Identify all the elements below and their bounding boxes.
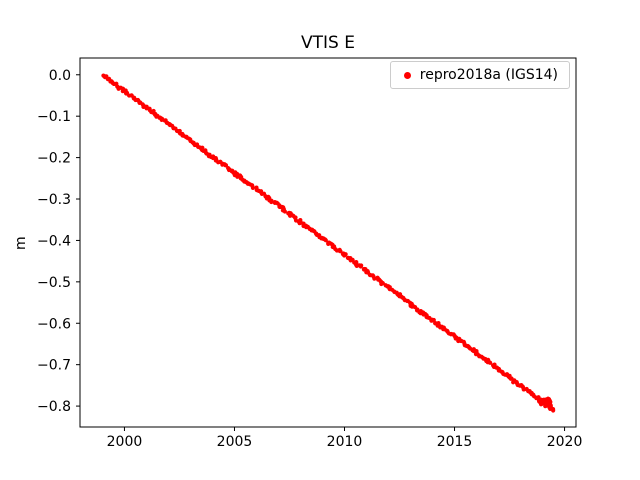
svg-text:2000: 2000 (107, 434, 143, 450)
svg-text:2005: 2005 (217, 434, 253, 450)
svg-text:−0.1: −0.1 (37, 109, 71, 125)
legend-marker-dot (403, 71, 411, 79)
svg-text:−0.2: −0.2 (37, 151, 71, 167)
svg-text:−0.4: −0.4 (37, 233, 71, 249)
legend-label: repro2018a (IGS14) (419, 67, 558, 83)
svg-text:2020: 2020 (547, 434, 583, 450)
svg-text:2010: 2010 (327, 434, 363, 450)
svg-text:2015: 2015 (437, 434, 473, 450)
svg-text:−0.6: −0.6 (37, 316, 71, 332)
legend: repro2018a (IGS14) (389, 61, 570, 89)
svg-text:0.0: 0.0 (49, 68, 71, 84)
svg-text:−0.8: −0.8 (37, 399, 71, 415)
svg-text:−0.7: −0.7 (37, 358, 71, 374)
svg-text:−0.3: −0.3 (37, 192, 71, 208)
svg-text:−0.5: −0.5 (37, 275, 71, 291)
chart-title: VTIS E (301, 33, 355, 53)
